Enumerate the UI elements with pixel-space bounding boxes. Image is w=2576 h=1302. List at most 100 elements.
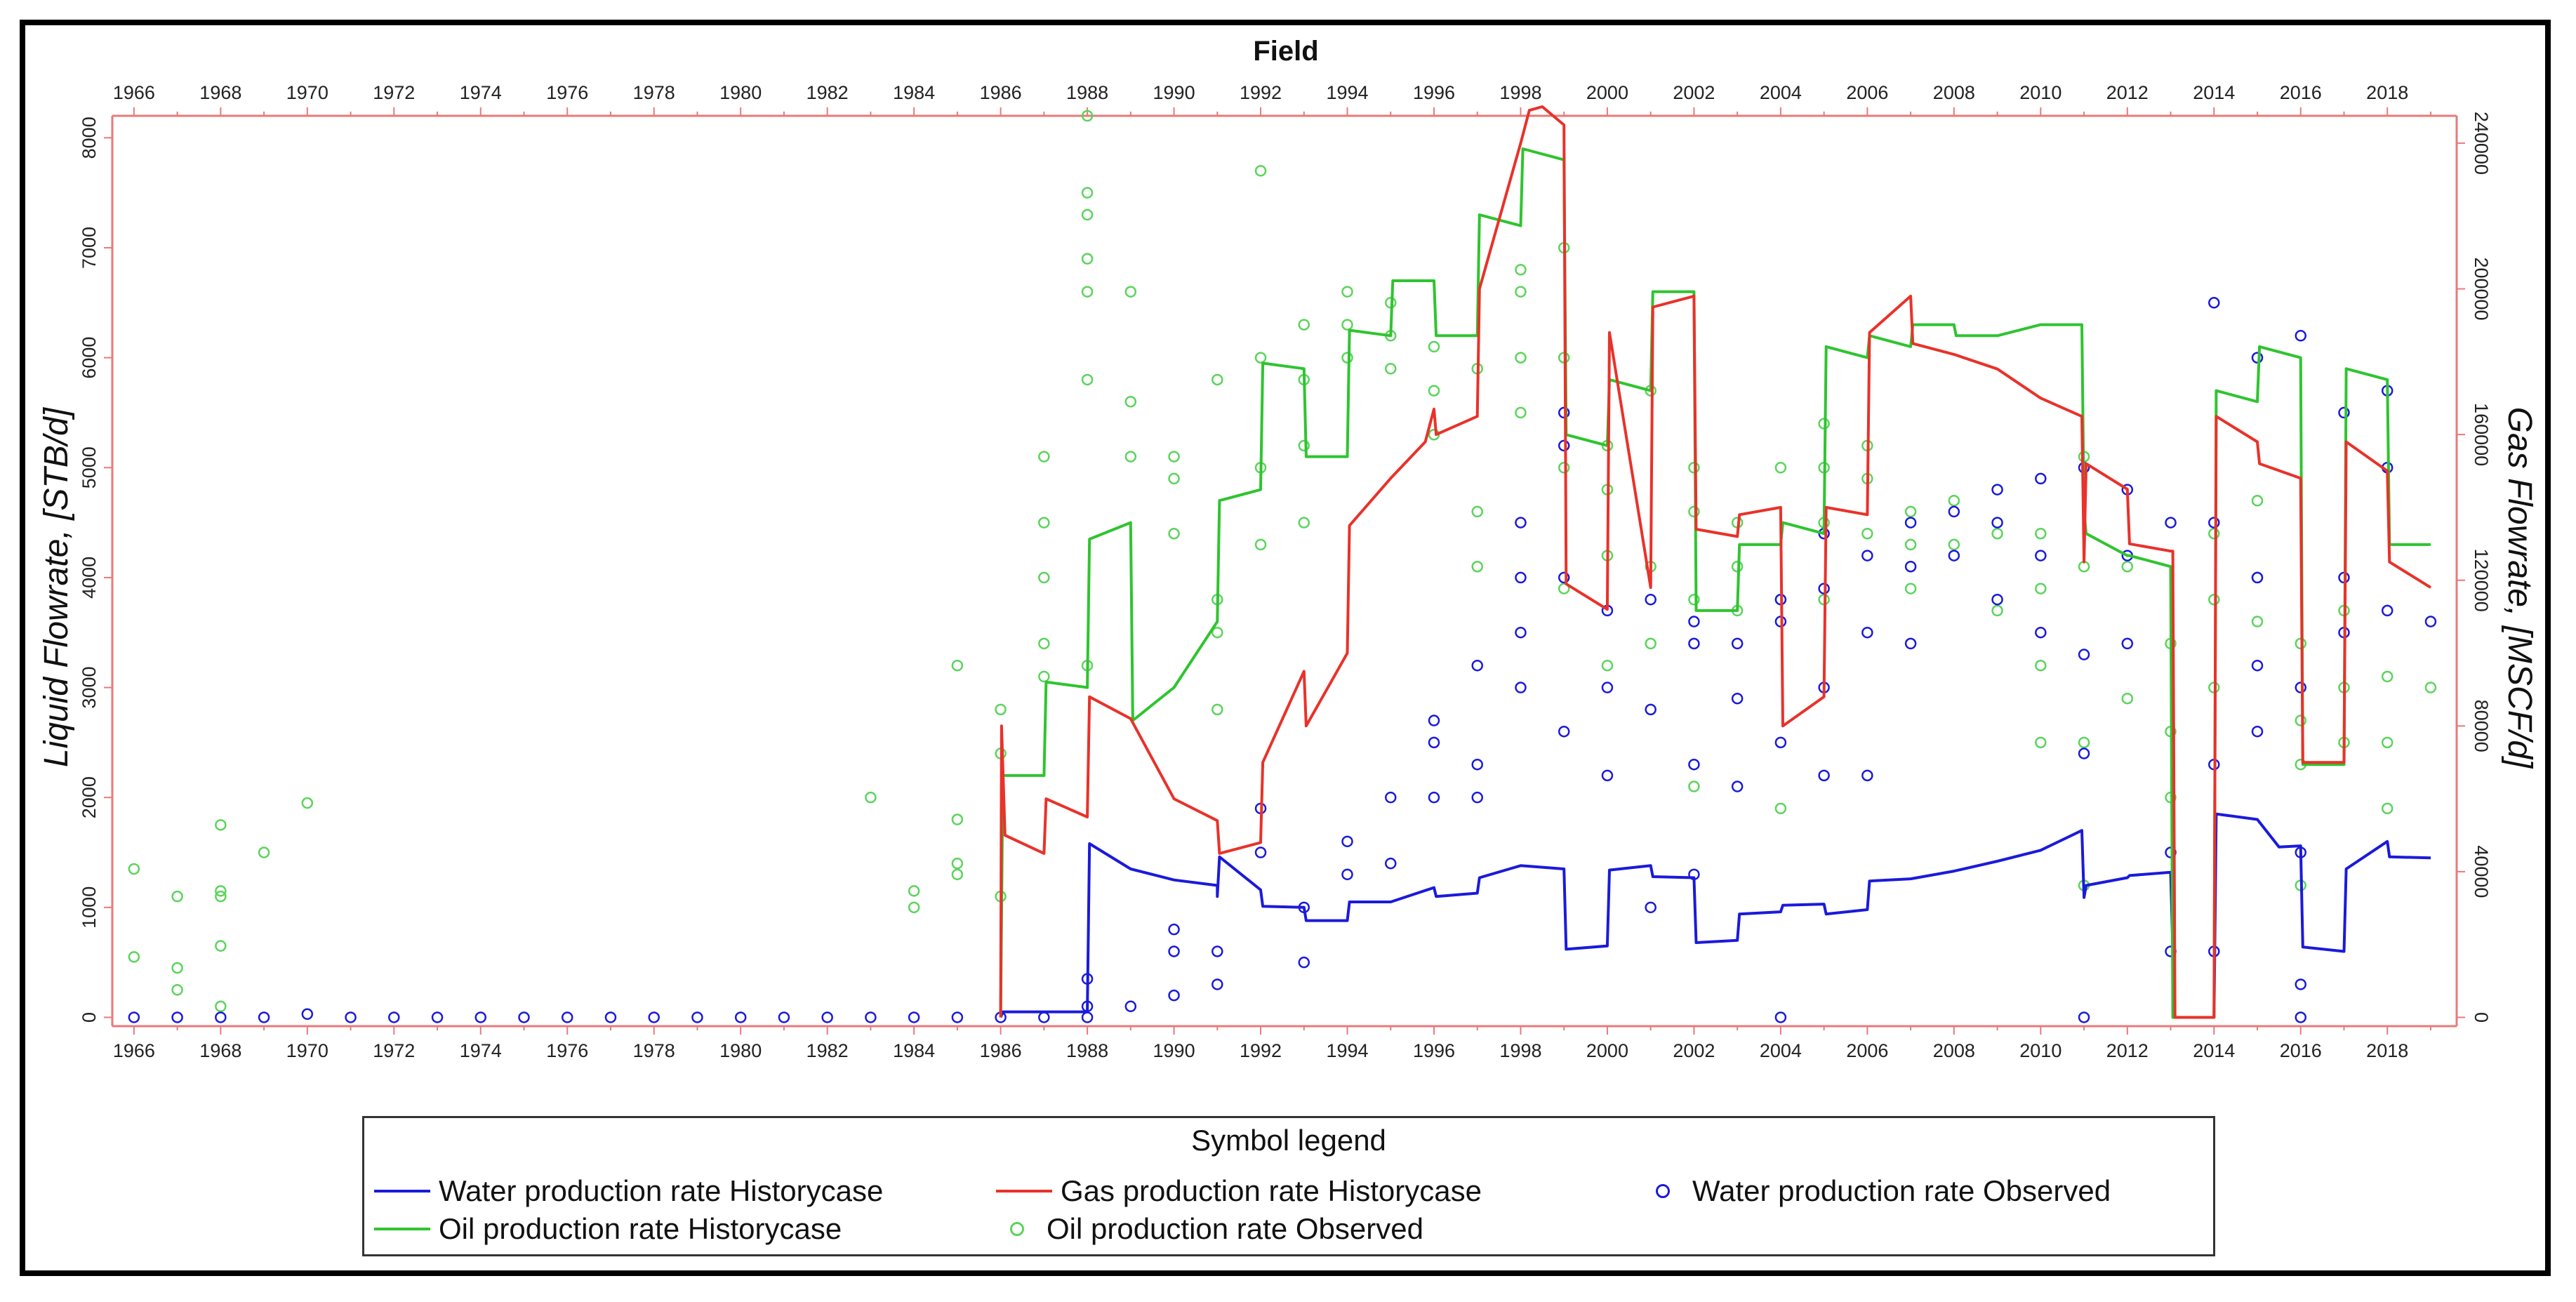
- y-tick-label-left: 1000: [79, 886, 100, 929]
- x-tick-label-bottom: 2012: [2106, 1040, 2149, 1061]
- data-point: [2035, 659, 2047, 672]
- data-point: [1645, 593, 1657, 606]
- data-point: [1124, 286, 1137, 298]
- data-point: [1254, 538, 1267, 551]
- data-point: [1038, 517, 1050, 529]
- data-point: [2035, 527, 2047, 540]
- x-tick-label-bottom: 2018: [2366, 1040, 2408, 1061]
- x-tick-label-bottom: 1990: [1153, 1040, 1195, 1061]
- data-point: [2035, 550, 2047, 562]
- y-tick-label-left: 5000: [79, 446, 100, 489]
- data-point: [908, 885, 920, 897]
- data-point: [215, 890, 227, 903]
- data-point: [1298, 319, 1310, 331]
- data-point: [1124, 396, 1137, 408]
- data-point: [908, 901, 920, 914]
- data-point: [1861, 550, 1873, 562]
- data-point: [2381, 802, 2394, 815]
- y-axis-left-label: Liquid Flowrate, [STB/d]: [38, 406, 75, 767]
- data-point: [1428, 715, 1440, 726]
- data-point: [1774, 1011, 1787, 1023]
- data-point: [301, 797, 314, 809]
- data-point: [1688, 780, 1700, 792]
- y-tick-label-right: 200000: [2471, 257, 2492, 320]
- data-point: [1124, 451, 1137, 463]
- data-point: [1645, 703, 1657, 716]
- x-tick-label-top: 1988: [1066, 82, 1108, 103]
- x-tick-label-top: 1968: [199, 82, 241, 103]
- x-tick-label-bottom: 2000: [1586, 1040, 1628, 1061]
- y-tick-label-right: 120000: [2471, 549, 2492, 612]
- x-tick-label-bottom: 1984: [893, 1040, 935, 1061]
- data-point: [1948, 550, 1960, 562]
- data-point: [1774, 462, 1787, 474]
- data-point: [1991, 517, 2003, 529]
- data-point: [2165, 517, 2177, 529]
- data-point: [1774, 802, 1787, 815]
- x-tick-label-bottom: 1994: [1326, 1040, 1368, 1061]
- data-point: [1168, 451, 1180, 463]
- data-point: [1948, 538, 1960, 551]
- x-tick-label-top: 1974: [460, 82, 502, 103]
- x-tick-label-bottom: 1974: [460, 1040, 502, 1061]
- data-point: [1471, 791, 1483, 804]
- data-point: [1038, 670, 1050, 683]
- data-point: [1774, 736, 1787, 749]
- data-point: [1168, 945, 1180, 957]
- data-point: [1254, 165, 1267, 177]
- x-tick-label-bottom: 1966: [113, 1040, 155, 1061]
- y-axis-right: 0 40000 80000 120000 160000 200000 240000: [2457, 112, 2492, 1023]
- x-tick-label-top: 1982: [806, 82, 849, 103]
- data-point: [1861, 769, 1873, 782]
- x-axis-top: 1966 1968 1970 1972 1974 1976 1978 1980 1982 1984…: [113, 82, 2431, 116]
- data-point: [2035, 736, 2047, 749]
- data-point: [778, 1011, 790, 1023]
- data-point: [2295, 715, 2306, 726]
- data-point: [1341, 352, 1353, 364]
- data-point: [258, 846, 270, 858]
- data-point: [2251, 725, 2264, 738]
- data-point: [1515, 286, 1527, 298]
- data-point: [1904, 583, 1917, 594]
- data-point: [1471, 659, 1483, 672]
- data-point: [518, 1011, 530, 1023]
- data-point: [1341, 286, 1353, 298]
- data-point: [1688, 505, 1700, 518]
- data-point: [604, 1011, 617, 1023]
- data-point: [2338, 406, 2350, 419]
- data-point: [2078, 736, 2090, 749]
- x-tick-label-top: 1970: [286, 82, 328, 103]
- legend-label: Water production rate Historycase: [439, 1174, 884, 1207]
- data-point: [951, 1011, 964, 1023]
- data-point: [388, 1011, 400, 1023]
- legend-line-water-history: [374, 1190, 430, 1193]
- data-point: [1428, 385, 1440, 397]
- data-point: [648, 1011, 660, 1023]
- data-point: [431, 1011, 444, 1023]
- x-tick-label-bottom: 2010: [2019, 1040, 2062, 1061]
- data-point: [2208, 527, 2220, 540]
- legend-label: Oil production rate Observed: [1047, 1212, 1423, 1245]
- data-point: [1081, 286, 1094, 298]
- data-point: [1515, 517, 1527, 529]
- x-tick-label-bottom: 1982: [806, 1040, 849, 1061]
- x-tick-label-bottom: 1968: [199, 1040, 241, 1061]
- x-tick-label-bottom: 1988: [1066, 1040, 1108, 1061]
- legend-label: Gas production rate Historycase: [1061, 1174, 1482, 1207]
- data-point: [1991, 593, 2003, 606]
- data-point: [1558, 439, 1570, 452]
- data-point: [821, 1011, 833, 1023]
- data-point: [215, 1011, 227, 1023]
- legend-label: Water production rate Observed: [1692, 1174, 2111, 1207]
- data-point: [1211, 978, 1223, 990]
- x-tick-label-bottom: 1996: [1413, 1040, 1455, 1061]
- data-point: [1168, 923, 1180, 936]
- data-point: [171, 962, 183, 974]
- data-point: [2251, 494, 2264, 507]
- legend-item-oil-history: Oil production rate Historycase: [374, 1211, 842, 1247]
- data-point: [1254, 352, 1267, 364]
- data-point: [1645, 637, 1657, 650]
- data-point: [2295, 1011, 2306, 1023]
- x-tick-label-bottom: 2004: [1760, 1040, 1802, 1061]
- x-tick-label-top: 1998: [1499, 82, 1541, 103]
